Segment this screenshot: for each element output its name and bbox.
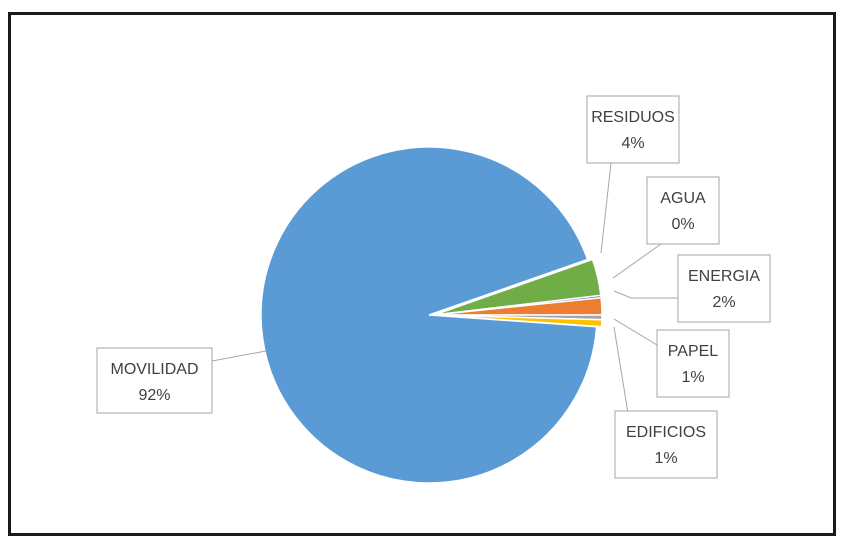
leader-line-energia — [613, 290, 678, 299]
value-label-movilidad: 92% — [138, 387, 170, 404]
value-label-papel: 1% — [681, 369, 704, 386]
label-box-residuos — [586, 95, 680, 164]
leader-line-papel — [613, 318, 658, 346]
label-box-movilidad — [96, 347, 213, 414]
value-label-energia: 2% — [712, 294, 735, 311]
category-label-movilidad: MOVILIDAD — [110, 361, 198, 378]
leader-line-residuos — [600, 162, 612, 254]
pie-slice-movilidad — [260, 146, 598, 484]
leader-line-agua — [612, 243, 662, 279]
pie-slices — [260, 146, 603, 484]
category-label-residuos: RESIDUOS — [591, 109, 675, 126]
value-label-agua: 0% — [671, 216, 694, 233]
label-box-edificios — [614, 410, 718, 479]
label-box-energia — [677, 254, 771, 323]
category-label-edificios: EDIFICIOS — [626, 424, 706, 441]
value-label-residuos: 4% — [621, 135, 644, 152]
value-label-edificios: 1% — [654, 450, 677, 467]
category-label-papel: PAPEL — [668, 343, 719, 360]
category-label-agua: AGUA — [660, 190, 706, 207]
leader-line-edificios — [613, 326, 629, 414]
label-box-papel — [656, 329, 730, 398]
label-box-agua — [646, 176, 720, 245]
leader-line-movilidad — [211, 350, 267, 362]
pie-chart: MOVILIDAD 92% RESIDUOS 4% AGUA 0% ENERGIA 2% PAP… — [96, 95, 771, 484]
data-labels: MOVILIDAD 92% RESIDUOS 4% AGUA 0% ENERGIA 2% PAP… — [96, 95, 771, 479]
category-label-energia: ENERGIA — [688, 268, 760, 285]
chart-frame: MOVILIDAD 92% RESIDUOS 4% AGUA 0% ENERGIA 2% PAP… — [8, 12, 836, 536]
